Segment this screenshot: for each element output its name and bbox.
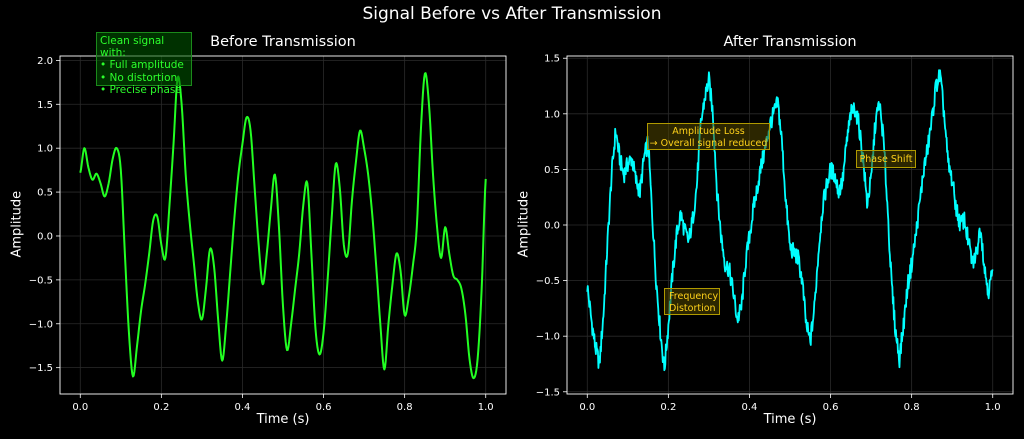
x-tick-label: 0.8	[397, 402, 413, 413]
x-tick-label: 0.2	[153, 402, 169, 413]
y-tick-label: 0.0	[544, 221, 560, 232]
x-tick-label: 0.2	[660, 402, 676, 413]
y-tick-label: −0.5	[536, 276, 560, 287]
after-x-axis-label: Time (s)	[763, 412, 817, 427]
before-x-axis-label: Time (s)	[256, 412, 310, 427]
y-tick-label: −1.0	[29, 319, 53, 330]
y-tick-label: 1.0	[37, 144, 53, 155]
series-line	[586, 69, 994, 372]
annotation-line: Distortion	[669, 302, 716, 314]
annotation-line: • Full amplitude	[100, 59, 184, 72]
y-tick-label: 1.0	[544, 109, 560, 120]
before-y-axis-label: Amplitude	[9, 190, 25, 258]
before-panel-title: Before Transmission	[210, 34, 356, 50]
y-tick-label: 2.0	[37, 56, 53, 67]
x-tick-label: 0.8	[904, 402, 920, 413]
x-tick-label: 0.0	[579, 402, 595, 413]
y-tick-label: −0.5	[29, 275, 53, 286]
y-tick-label: −1.0	[536, 332, 560, 343]
y-tick-label: 0.0	[37, 231, 53, 242]
x-tick-label: 1.0	[985, 402, 1001, 413]
x-tick-label: 0.6	[823, 402, 839, 413]
after-y-axis-label: Amplitude	[516, 190, 532, 258]
clean-signal-annotation: Clean signal with: • Full amplitude • No…	[96, 32, 192, 96]
x-tick-label: 1.0	[478, 402, 494, 413]
figure-title: Signal Before vs After Transmission	[362, 4, 662, 24]
annotation-line: Clean signal with:	[100, 35, 165, 60]
axes-frame	[59, 55, 507, 395]
series-line	[79, 72, 487, 380]
amplitude-loss-annotation: Amplitude Loss → Overall signal reduced	[647, 123, 770, 150]
phase-shift-annotation: Phase Shift	[856, 150, 916, 168]
frequency-distortion-annotation: Frequency Distortion	[664, 288, 720, 315]
x-tick-label: 0.0	[72, 402, 88, 413]
annotation-line: → Overall signal reduced	[649, 137, 768, 149]
y-tick-label: 0.5	[37, 188, 53, 199]
annotation-line: • No distortion	[100, 71, 178, 84]
x-tick-label: 0.6	[316, 402, 332, 413]
annotation-line: Frequency	[669, 291, 719, 302]
y-tick-label: −1.5	[536, 387, 560, 398]
annotation-line: Phase Shift	[859, 154, 913, 165]
annotation-line: • Precise phase	[100, 83, 182, 96]
y-tick-label: 1.5	[37, 100, 53, 111]
x-tick-label: 0.4	[742, 402, 758, 413]
y-tick-label: −1.5	[29, 363, 53, 374]
after-panel-title: After Transmission	[723, 34, 857, 50]
before-transmission-panel: 0.0 0.2 0.4 0.6 0.8 1.0 −1.5 −1.0 −0.5 0.0 0.5 1.0 1…	[29, 55, 507, 413]
after-transmission-panel: 0.0 0.2 0.4 0.6 0.8 1.0 −1.5 −1.0 −0.5 0.0 0.5 1.0 1…	[536, 54, 1014, 413]
x-tick-label: 0.4	[235, 402, 251, 413]
annotation-line: Amplitude Loss	[672, 126, 745, 137]
y-tick-label: 0.5	[544, 165, 560, 176]
y-tick-label: 1.5	[544, 54, 560, 65]
